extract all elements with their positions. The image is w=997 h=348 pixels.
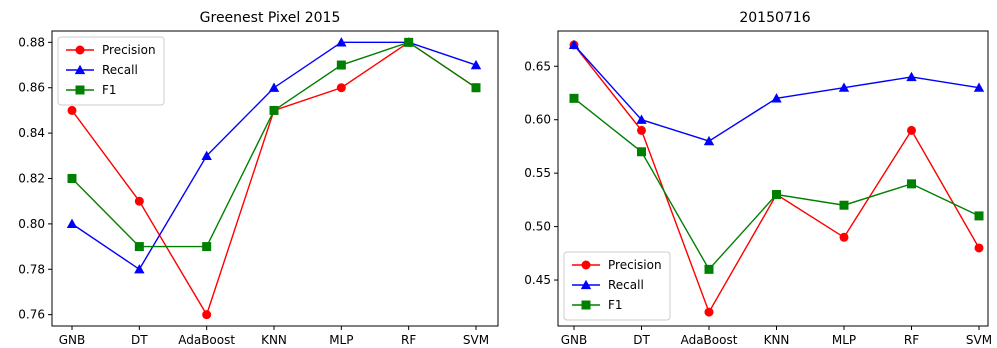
y-tick-label: 0.76	[18, 308, 45, 322]
series-f1	[67, 37, 481, 252]
y-tick-label: 0.80	[18, 217, 45, 231]
y-tick-label: 0.86	[18, 81, 45, 95]
data-point-f1	[134, 242, 144, 252]
y-tick-label: 0.78	[18, 262, 45, 276]
legend-marker-precision	[75, 45, 85, 55]
legend-marker-precision	[581, 260, 591, 270]
x-tick-label: SVM	[966, 333, 992, 347]
x-tick-label: MLP	[832, 333, 856, 347]
data-point-f1	[67, 174, 77, 183]
legend: Precision Recall F1	[57, 36, 165, 106]
data-point-recall	[134, 264, 145, 274]
x-tick-label: AdaBoost	[681, 333, 738, 347]
series-line-f1	[573, 97, 980, 271]
data-point-recall	[973, 82, 985, 92]
data-point-precision	[336, 83, 346, 93]
legend-label-recall: Recall	[608, 278, 644, 292]
data-point-f1	[202, 242, 212, 252]
y-tick-label: 0.82	[18, 172, 45, 186]
series-f1	[569, 93, 984, 274]
data-point-recall	[568, 39, 580, 50]
chart-greenest-pixel-2015: Greenest Pixel 2015 0.76 0.78 0.80 0.82 0.84 0…	[18, 10, 499, 347]
data-point-f1	[569, 93, 579, 103]
data-point-precision	[704, 307, 714, 317]
series-line-recall	[573, 44, 980, 142]
x-tick-label: SVM	[463, 333, 489, 347]
data-point-precision	[839, 232, 849, 242]
data-point-recall	[906, 71, 917, 82]
x-tick-label: GNB	[561, 333, 588, 347]
legend-marker-f1	[581, 300, 591, 310]
legend-label-f1: F1	[608, 298, 623, 312]
data-point-precision	[202, 310, 212, 320]
y-tick-label: 0.60	[524, 113, 551, 127]
series-recall	[568, 39, 985, 146]
x-tick-label: DT	[131, 333, 148, 347]
x-tick-label: KNN	[764, 333, 790, 347]
x-tick-label: KNN	[261, 333, 287, 347]
data-point-f1	[471, 83, 481, 93]
x-tick-label: MLP	[329, 333, 353, 347]
y-tick-label: 0.84	[18, 126, 45, 140]
data-point-recall	[470, 59, 482, 70]
x-tick-label: AdaBoost	[178, 333, 235, 347]
data-point-recall	[66, 218, 78, 229]
data-point-recall	[771, 93, 782, 103]
data-point-f1	[704, 264, 714, 274]
legend-label-recall: Recall	[102, 63, 138, 77]
legend: Precision Recall F1	[563, 251, 671, 321]
data-point-precision	[67, 105, 77, 115]
chart-title: Greenest Pixel 2015	[200, 10, 341, 26]
data-point-f1	[839, 200, 849, 210]
y-tick-label: 0.88	[18, 35, 45, 49]
data-point-precision	[134, 196, 144, 206]
legend-marker-recall	[74, 64, 86, 75]
data-point-recall	[336, 37, 347, 47]
y-tick-label: 0.65	[524, 59, 551, 73]
x-tick-label: RF	[401, 333, 416, 347]
legend-marker-f1	[75, 85, 85, 95]
y-tick-label: 0.55	[524, 166, 551, 180]
y-tick-label: 0.45	[524, 273, 551, 287]
data-point-recall	[268, 82, 280, 92]
x-tick-label: DT	[633, 333, 650, 347]
data-point-f1	[637, 147, 646, 157]
legend-marker-recall	[580, 279, 592, 290]
data-point-recall	[838, 82, 850, 92]
data-point-recall	[201, 150, 212, 160]
data-point-f1	[269, 105, 279, 115]
data-point-precision	[637, 125, 646, 135]
legend-label-precision: Precision	[608, 258, 662, 272]
x-tick-label: GNB	[59, 333, 86, 347]
data-point-f1	[404, 37, 414, 47]
chart-title: 20150716	[739, 10, 810, 26]
chart-20150716: 20150716 0.45 0.50 0.55 0.60 0.65 GNB DT AdaBoos…	[524, 10, 992, 347]
data-point-recall	[636, 114, 647, 124]
data-point-f1	[974, 211, 984, 221]
data-point-recall	[703, 135, 715, 146]
legend-label-f1: F1	[102, 83, 117, 97]
data-point-f1	[336, 60, 346, 70]
legend-label-precision: Precision	[102, 43, 156, 57]
plot-frame	[557, 30, 989, 327]
y-tick-label: 0.50	[524, 220, 551, 234]
data-point-precision	[907, 125, 916, 135]
x-tick-label: RF	[904, 333, 919, 347]
data-point-f1	[772, 190, 781, 200]
data-point-f1	[907, 179, 916, 189]
data-point-precision	[974, 243, 984, 253]
